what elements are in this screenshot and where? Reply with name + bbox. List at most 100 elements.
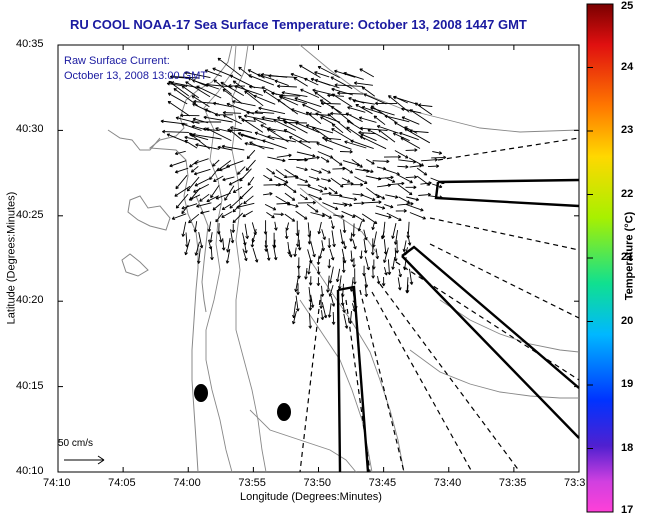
current-vector	[173, 88, 198, 106]
current-vector	[358, 130, 376, 135]
current-vector	[238, 115, 264, 133]
current-vector	[268, 74, 298, 78]
current-vector	[242, 210, 253, 218]
current-vector	[171, 213, 187, 220]
current-vector	[405, 204, 424, 212]
current-vector	[359, 126, 388, 131]
current-vector	[317, 65, 340, 79]
current-vector	[294, 121, 320, 134]
current-vector	[427, 164, 440, 168]
current-vector	[375, 193, 386, 200]
current-vector	[304, 267, 308, 280]
current-vector	[372, 159, 390, 164]
current-vector	[405, 148, 418, 152]
current-vector	[376, 124, 399, 134]
current-vector	[322, 212, 332, 219]
current-vector	[383, 266, 388, 276]
marker-dot-west	[194, 384, 208, 402]
current-vector	[299, 178, 309, 183]
current-vector	[352, 239, 357, 250]
current-vector	[399, 131, 419, 141]
x-tick-label: 73:50	[303, 477, 332, 489]
current-vector	[215, 192, 231, 200]
current-vector	[247, 69, 265, 79]
current-vector	[316, 277, 321, 287]
current-vector	[222, 176, 235, 182]
current-vector	[220, 81, 245, 96]
current-vector	[320, 310, 325, 321]
current-vector	[367, 129, 388, 141]
current-vector	[375, 212, 392, 219]
current-vector	[181, 122, 202, 131]
current-vector	[284, 230, 289, 240]
y-tick-label: 40:30	[16, 123, 44, 136]
current-vector	[253, 94, 276, 105]
current-vector	[194, 177, 211, 187]
x-axis-label: Longitude (Degrees:Minutes)	[240, 491, 382, 503]
current-vector	[304, 77, 319, 86]
current-vector	[294, 275, 300, 293]
current-vector	[308, 276, 313, 286]
current-vector	[327, 259, 332, 269]
current-vector	[184, 239, 191, 256]
current-vector	[308, 302, 313, 311]
current-vector	[331, 123, 344, 134]
current-vector	[359, 135, 387, 150]
current-vector	[181, 221, 187, 237]
colorbar-tick-marks	[587, 3, 593, 513]
current-vector	[185, 81, 211, 98]
current-vector	[305, 111, 322, 125]
current-vector	[380, 230, 385, 240]
current-vector	[400, 137, 421, 149]
current-vector	[406, 231, 412, 246]
current-vector	[244, 223, 249, 239]
current-vector	[391, 223, 397, 239]
current-vector	[310, 240, 316, 258]
current-vector	[294, 97, 322, 108]
current-vector	[324, 138, 352, 150]
current-vector	[275, 169, 288, 179]
current-vector	[359, 250, 363, 260]
current-vector	[237, 132, 266, 143]
current-vector	[395, 209, 407, 213]
current-vector	[273, 175, 289, 184]
current-vector	[431, 155, 447, 160]
current-vector	[394, 150, 409, 159]
x-tick-label: 74:10	[43, 477, 71, 489]
current-vector	[184, 140, 198, 149]
current-vector	[392, 95, 418, 105]
current-vector	[243, 114, 274, 123]
current-vector	[193, 221, 198, 233]
current-vector	[222, 88, 243, 104]
current-vector	[162, 129, 189, 134]
current-vector	[366, 158, 375, 165]
current-vector	[359, 68, 375, 78]
current-vector	[244, 90, 264, 107]
current-vector	[385, 194, 399, 199]
current-vector	[254, 131, 275, 141]
current-vector	[293, 247, 297, 257]
current-vector	[196, 85, 222, 99]
current-vector	[395, 240, 399, 254]
current-vector	[296, 151, 316, 158]
current-vector	[224, 185, 235, 201]
current-vector	[320, 116, 334, 125]
current-vector	[276, 153, 292, 158]
current-vector	[230, 229, 235, 244]
current-vector	[409, 212, 426, 220]
current-vector	[174, 150, 186, 156]
colorbar-tick-label: 19	[621, 378, 634, 390]
current-vector	[207, 221, 212, 232]
current-vector	[267, 156, 286, 163]
current-vector	[321, 229, 326, 241]
current-vector	[363, 238, 368, 254]
colorbar-tick-label: 21	[621, 251, 634, 263]
current-vector	[194, 241, 200, 256]
x-tick-label: 73:45	[368, 477, 397, 489]
current-vector	[376, 175, 394, 180]
current-vector	[297, 239, 302, 251]
current-vector	[281, 90, 308, 98]
x-tick-label: 73:55	[238, 477, 266, 489]
current-vector	[397, 184, 413, 196]
scale-arrow	[64, 455, 105, 465]
